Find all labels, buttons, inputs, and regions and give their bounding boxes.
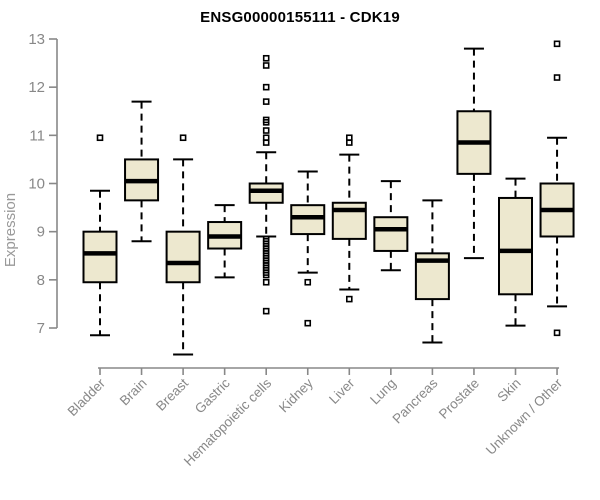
y-tick-label: 9	[37, 224, 45, 241]
outlier-point	[304, 278, 312, 286]
category-label: Brain	[117, 376, 150, 409]
outlier-point	[262, 119, 270, 126]
outlier-point	[553, 40, 561, 48]
outlier-point	[262, 127, 270, 134]
box-bladder	[82, 230, 118, 284]
y-tick-label: 13	[28, 31, 45, 48]
y-tick-label: 10	[28, 176, 45, 193]
category-label: Bladder	[65, 375, 109, 419]
outlier-point	[553, 329, 561, 337]
box-skin	[498, 196, 533, 296]
outlier-point	[179, 134, 187, 142]
category-label: Prostate	[436, 376, 482, 422]
box-hematopoietic-cells	[248, 182, 284, 204]
outlier-point	[345, 139, 353, 146]
outlier-point	[262, 62, 270, 69]
y-tick-label: 12	[28, 79, 45, 96]
category-label: Lung	[367, 376, 399, 408]
box-breast	[165, 230, 201, 284]
outlier-point	[262, 98, 270, 105]
chart-title: ENSG00000155111 - CDK19	[200, 9, 400, 26]
outlier-point	[262, 54, 270, 62]
outlier-point	[304, 319, 312, 327]
outlier-point	[262, 307, 270, 315]
outlier-point	[96, 134, 104, 142]
y-tick-label: 7	[37, 320, 45, 337]
outlier-point	[345, 295, 353, 303]
outlier-point	[262, 278, 270, 286]
y-tick-label: 8	[37, 272, 45, 289]
box-lung	[373, 216, 409, 252]
category-label: Unknown / Other	[483, 375, 566, 458]
outlier-point	[262, 83, 270, 91]
category-label: Skin	[494, 376, 523, 405]
y-tick-label: 11	[29, 127, 45, 144]
outlier-point	[262, 139, 270, 146]
category-label: Gastric	[192, 375, 233, 416]
category-label: Pancreas	[390, 375, 441, 426]
outlier-point	[553, 74, 561, 81]
category-label: Breast	[153, 375, 191, 413]
category-label: Kidney	[276, 375, 316, 415]
box-kidney	[290, 204, 326, 236]
category-label: Liver	[326, 375, 358, 407]
outlier-point	[262, 271, 270, 279]
